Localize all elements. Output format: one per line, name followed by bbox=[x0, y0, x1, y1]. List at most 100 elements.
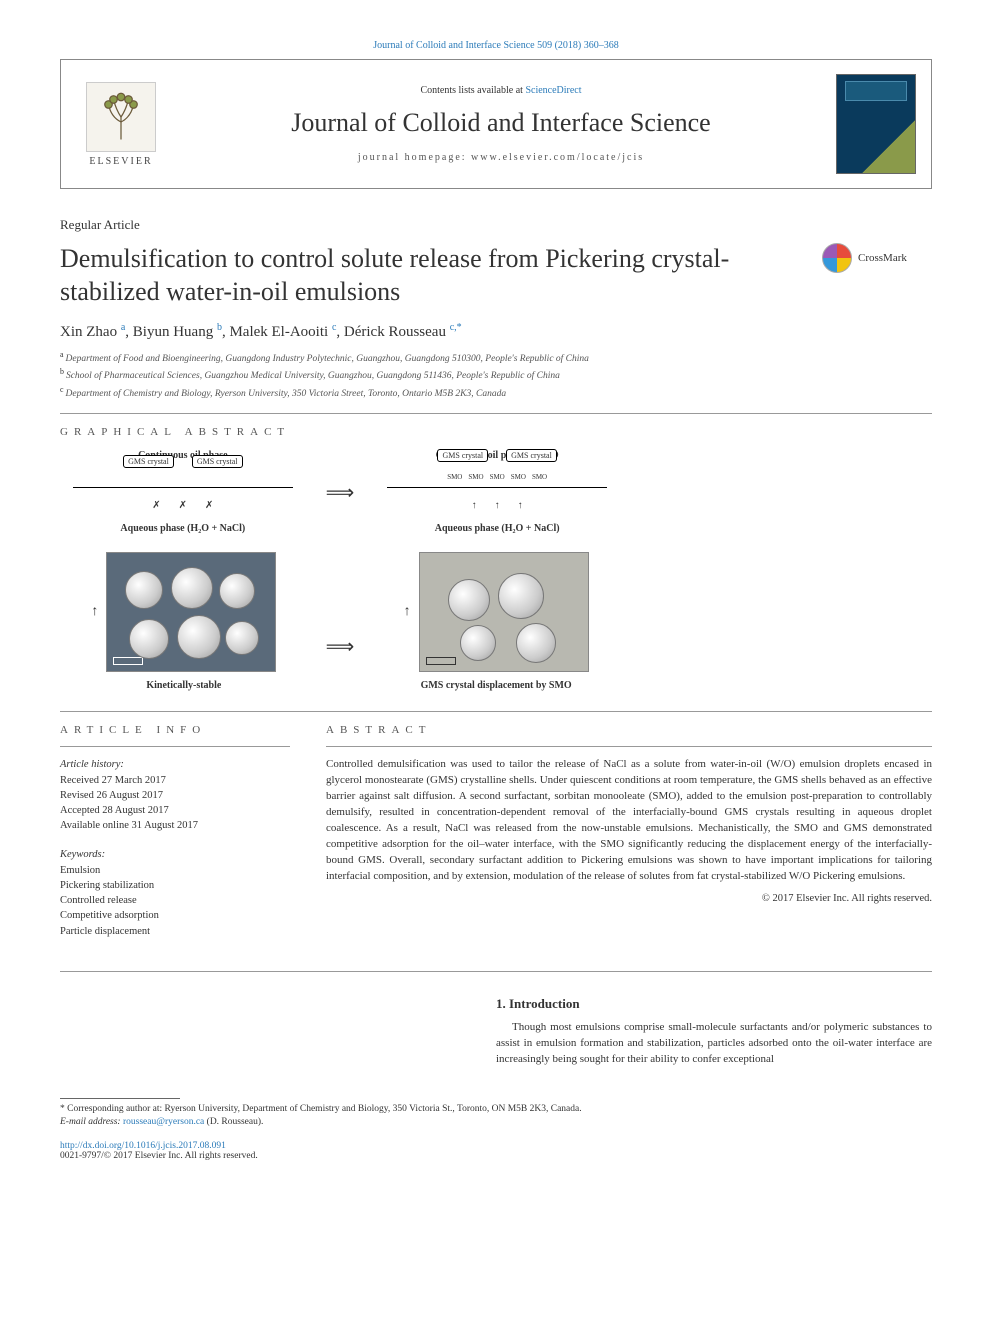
history-revised: Revised 26 August 2017 bbox=[60, 788, 290, 803]
ga-right-micrograph-col: ↑ GMS crystal displacement by SMO bbox=[372, 552, 620, 691]
abstract-copyright: © 2017 Elsevier Inc. All rights reserved… bbox=[326, 893, 932, 904]
article-history: Article history: Received 27 March 2017 … bbox=[60, 757, 290, 833]
author: Xin Zhao a bbox=[60, 324, 125, 340]
divider bbox=[326, 746, 932, 747]
ga-left-schematic: Continuous oil phase GMS crystal GMS cry… bbox=[60, 450, 306, 534]
droplet-icon bbox=[516, 623, 556, 663]
keywords-block: Keywords: EmulsionPickering stabilizatio… bbox=[60, 847, 290, 938]
ga-arrow-icon: ⟹ bbox=[326, 480, 355, 505]
intro-heading: 1. Introduction bbox=[496, 996, 932, 1012]
masthead-center: Contents lists available at ScienceDirec… bbox=[181, 85, 821, 163]
email-label: E-mail address: bbox=[60, 1117, 123, 1127]
droplet-icon bbox=[448, 579, 490, 621]
journal-masthead: ELSEVIER Contents lists available at Sci… bbox=[60, 59, 932, 189]
ga-arrow-icon: ⟹ bbox=[326, 634, 355, 659]
smo-label: SMO bbox=[511, 473, 526, 481]
journal-homepage: journal homepage: www.elsevier.com/locat… bbox=[201, 152, 801, 163]
title-row: Demulsification to control solute releas… bbox=[60, 243, 932, 308]
gms-crystal-label: GMS crystal bbox=[506, 449, 557, 462]
history-label: Article history: bbox=[60, 757, 290, 772]
ga-aqueous-label: Aqueous phase (H₂O + NaCl) bbox=[435, 523, 560, 534]
graphical-abstract-heading: graphical abstract bbox=[60, 426, 932, 438]
info-abstract-row: article info Article history: Received 2… bbox=[60, 724, 932, 952]
publisher-name: ELSEVIER bbox=[89, 156, 152, 167]
keyword: Particle displacement bbox=[60, 924, 290, 939]
elsevier-tree-icon bbox=[86, 82, 156, 152]
email-footnote: E-mail address: rousseau@ryerson.ca (D. … bbox=[60, 1116, 932, 1129]
gms-crystal-label: GMS crystal bbox=[437, 449, 488, 462]
droplet-icon bbox=[177, 615, 221, 659]
running-head: Journal of Colloid and Interface Science… bbox=[60, 40, 932, 51]
keywords-label: Keywords: bbox=[60, 847, 290, 862]
ga-schematic-row: Continuous oil phase GMS crystal GMS cry… bbox=[60, 450, 620, 534]
intro-section: 1. Introduction Though most emulsions co… bbox=[60, 996, 932, 1068]
smo-label: SMO bbox=[532, 473, 547, 481]
droplet-icon bbox=[219, 573, 255, 609]
divider bbox=[60, 711, 932, 712]
divider bbox=[60, 971, 932, 972]
droplet-icon bbox=[498, 573, 544, 619]
cover-image-icon bbox=[836, 74, 916, 174]
footnotes: * Corresponding author at: Ryerson Unive… bbox=[60, 1098, 932, 1130]
divider bbox=[60, 746, 290, 747]
history-accepted: Accepted 28 August 2017 bbox=[60, 803, 290, 818]
article-info-heading: article info bbox=[60, 724, 290, 736]
affiliation: b School of Pharmaceutical Sciences, Gua… bbox=[60, 366, 932, 383]
crossmark-badge[interactable]: CrossMark bbox=[822, 243, 932, 273]
smo-label: SMO bbox=[490, 473, 505, 481]
ga-right-schematic: Continuous oil phase + SMO GMS crystal G… bbox=[374, 450, 620, 534]
abstract-text: Controlled demulsification was used to t… bbox=[326, 757, 932, 885]
author: Biyun Huang b bbox=[133, 324, 222, 340]
divider bbox=[60, 413, 932, 414]
journal-title: Journal of Colloid and Interface Science bbox=[201, 108, 801, 138]
footer: http://dx.doi.org/10.1016/j.jcis.2017.08… bbox=[60, 1141, 932, 1161]
author-list: Xin Zhao a, Biyun Huang b, Malek El-Aooi… bbox=[60, 322, 932, 341]
ga-micrograph-row: ↑ Kinetically-stable ⟹ ↑ GMS crystal dis… bbox=[60, 552, 620, 691]
email-owner: (D. Rousseau). bbox=[207, 1117, 264, 1127]
ga-left-micrograph-col: ↑ Kinetically-stable bbox=[60, 552, 308, 691]
ga-right-caption: GMS crystal displacement by SMO bbox=[421, 680, 572, 691]
affiliation: a Department of Food and Bioengineering,… bbox=[60, 349, 932, 366]
doi-link[interactable]: http://dx.doi.org/10.1016/j.jcis.2017.08… bbox=[60, 1141, 226, 1151]
history-online: Available online 31 August 2017 bbox=[60, 818, 290, 833]
ga-left-micrograph bbox=[106, 552, 276, 672]
publisher-logo: ELSEVIER bbox=[61, 60, 181, 188]
journal-cover-thumb bbox=[821, 60, 931, 188]
homepage-url: www.elsevier.com/locate/jcis bbox=[471, 152, 644, 163]
keyword: Controlled release bbox=[60, 893, 290, 908]
ga-left-interface: GMS crystal GMS crystal ✗✗✗ bbox=[73, 467, 293, 509]
article-type: Regular Article bbox=[60, 217, 932, 233]
affiliation-list: a Department of Food and Bioengineering,… bbox=[60, 349, 932, 401]
ga-aqueous-label: Aqueous phase (H₂O + NaCl) bbox=[120, 523, 245, 534]
smo-label: SMO bbox=[468, 473, 483, 481]
scalebar-icon bbox=[113, 657, 143, 665]
ga-right-interface: GMS crystal GMS crystal SMOSMOSMOSMOSMO … bbox=[387, 467, 607, 509]
email-link[interactable]: rousseau@ryerson.ca bbox=[123, 1117, 204, 1127]
abstract-heading: abstract bbox=[326, 724, 932, 736]
droplet-icon bbox=[171, 567, 213, 609]
keyword: Emulsion bbox=[60, 863, 290, 878]
droplet-icon bbox=[129, 619, 169, 659]
crossmark-icon bbox=[822, 243, 852, 273]
smo-label: SMO bbox=[447, 473, 462, 481]
ga-right-micrograph bbox=[419, 552, 589, 672]
gms-crystal-label: GMS crystal bbox=[123, 455, 174, 468]
corresponding-footnote: * Corresponding author at: Ryerson Unive… bbox=[60, 1103, 932, 1116]
scalebar-icon bbox=[426, 657, 456, 665]
droplet-icon bbox=[225, 621, 259, 655]
ga-left-caption: Kinetically-stable bbox=[146, 680, 221, 691]
intro-paragraph: Though most emulsions comprise small-mol… bbox=[496, 1020, 932, 1068]
affiliation: c Department of Chemistry and Biology, R… bbox=[60, 384, 932, 401]
running-head-link[interactable]: Journal of Colloid and Interface Science… bbox=[373, 40, 619, 51]
issn-copyright: 0021-9797/© 2017 Elsevier Inc. All right… bbox=[60, 1151, 258, 1161]
article-title: Demulsification to control solute releas… bbox=[60, 243, 802, 308]
droplet-icon bbox=[460, 625, 496, 661]
graphical-abstract: Continuous oil phase GMS crystal GMS cry… bbox=[60, 450, 620, 691]
author: Dérick Rousseau c,* bbox=[344, 324, 462, 340]
crossmark-label: CrossMark bbox=[858, 252, 907, 264]
contents-prefix: Contents lists available at bbox=[420, 85, 525, 96]
keyword: Competitive adsorption bbox=[60, 908, 290, 923]
homepage-prefix: journal homepage: bbox=[358, 152, 471, 163]
article-info-column: article info Article history: Received 2… bbox=[60, 724, 290, 952]
sciencedirect-link[interactable]: ScienceDirect bbox=[525, 85, 581, 96]
